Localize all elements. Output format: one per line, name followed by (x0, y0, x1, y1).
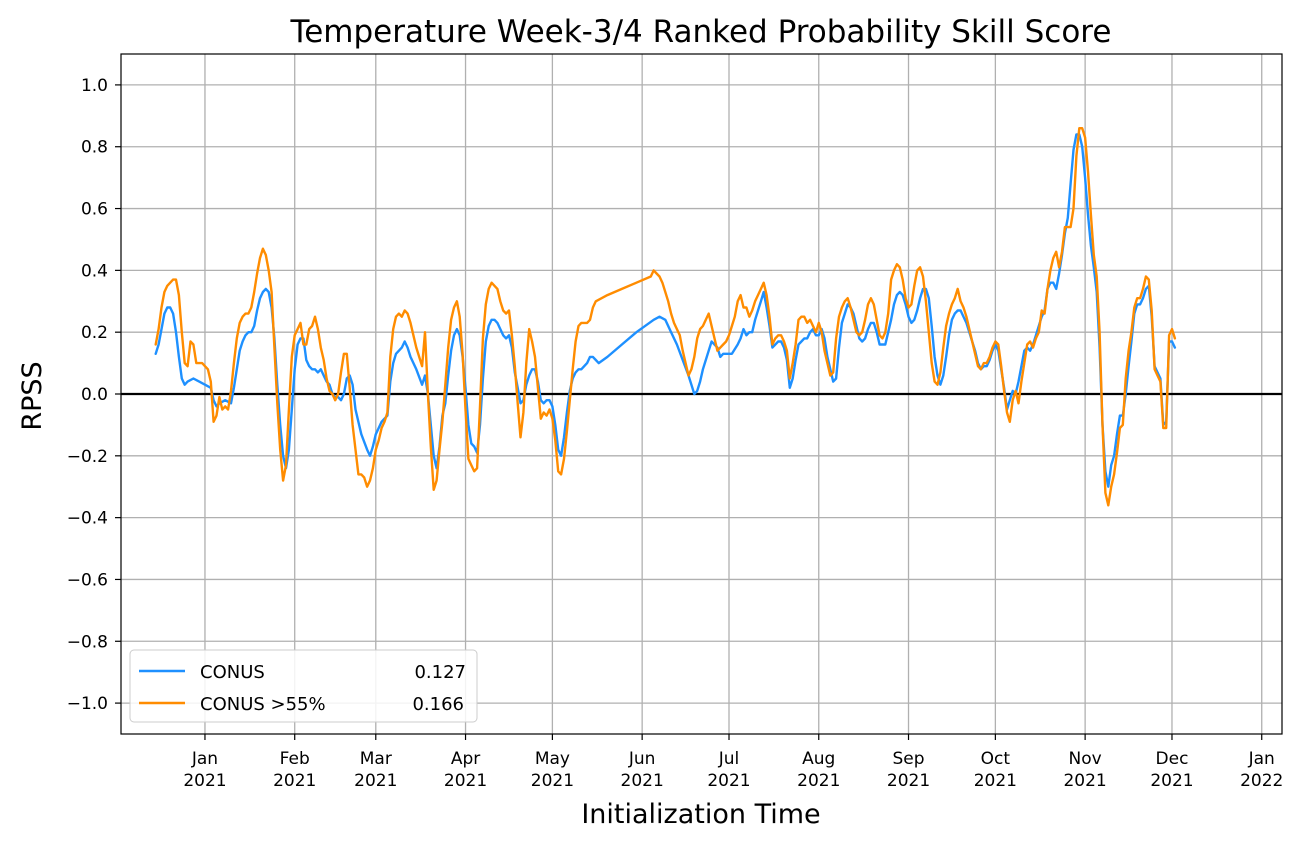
legend-value-conus-55: 0.166 (412, 694, 464, 715)
legend-label-conus-55: CONUS >55% (200, 694, 326, 715)
x-tick-label-month: Jan (1248, 749, 1275, 769)
x-tick-label-month: Nov (1069, 749, 1102, 769)
y-tick-label: 0.0 (81, 385, 108, 405)
x-tick-label-year: 2021 (797, 771, 840, 791)
series-lines (154, 126, 1177, 507)
x-tick-label-month: Feb (280, 749, 310, 769)
x-tick-label-year: 2021 (974, 771, 1017, 791)
x-tick-label-month: Sep (892, 749, 924, 769)
x-tick-label-year: 2021 (273, 771, 316, 791)
x-tick-label-year: 2021 (183, 771, 226, 791)
x-tick-label-year: 2021 (531, 771, 574, 791)
y-tick-label: 0.8 (81, 138, 108, 158)
chart-title: Temperature Week-3/4 Ranked Probability … (290, 14, 1112, 50)
x-axis-ticks: Jan2021Feb2021Mar2021Apr2021May2021Jun20… (183, 734, 1283, 791)
series-line-conus-55 (154, 126, 1177, 507)
x-tick-label-year: 2021 (707, 771, 750, 791)
x-tick-label-year: 2022 (1240, 771, 1283, 791)
y-axis-ticks: 1.0 0.8 0.6 0.4 0.2 0.0 −0.2 −0.4 −0.6 −0.8 −1.0 (67, 76, 121, 714)
legend-value-conus: 0.127 (414, 662, 466, 683)
y-tick-label: 0.4 (81, 261, 108, 281)
x-axis-label: Initialization Time (581, 799, 820, 830)
legend: CONUS 0.127 CONUS >55% 0.166 (129, 649, 478, 723)
x-tick-label-year: 2021 (1150, 771, 1193, 791)
x-tick-label-month: Jan (191, 749, 218, 769)
x-tick-label-month: May (535, 749, 570, 769)
x-tick-label-month: Jun (628, 749, 656, 769)
y-tick-label: −0.2 (67, 447, 108, 467)
x-tick-label-year: 2021 (354, 771, 397, 791)
x-tick-label-month: Aug (802, 749, 835, 769)
y-tick-label: −1.0 (67, 694, 108, 714)
x-tick-label-month: Jul (718, 749, 740, 769)
x-tick-label-year: 2021 (621, 771, 664, 791)
x-tick-label-month: Dec (1156, 749, 1189, 769)
y-tick-label: −0.8 (67, 632, 108, 652)
legend-label-conus: CONUS (200, 662, 265, 683)
y-axis-label: RPSS (17, 361, 48, 430)
x-tick-label-year: 2021 (887, 771, 930, 791)
x-tick-label-year: 2021 (444, 771, 487, 791)
y-tick-label: −0.4 (67, 509, 108, 529)
y-tick-label: −0.6 (67, 570, 108, 590)
legend-box (129, 649, 478, 723)
y-tick-label: 0.2 (81, 323, 108, 343)
y-tick-label: 1.0 (81, 76, 108, 96)
x-tick-label-month: Apr (451, 749, 480, 769)
y-tick-label: 0.6 (81, 200, 108, 220)
x-tick-label-year: 2021 (1063, 771, 1106, 791)
x-tick-label-month: Mar (360, 749, 392, 769)
x-tick-label-month: Oct (981, 749, 1011, 769)
